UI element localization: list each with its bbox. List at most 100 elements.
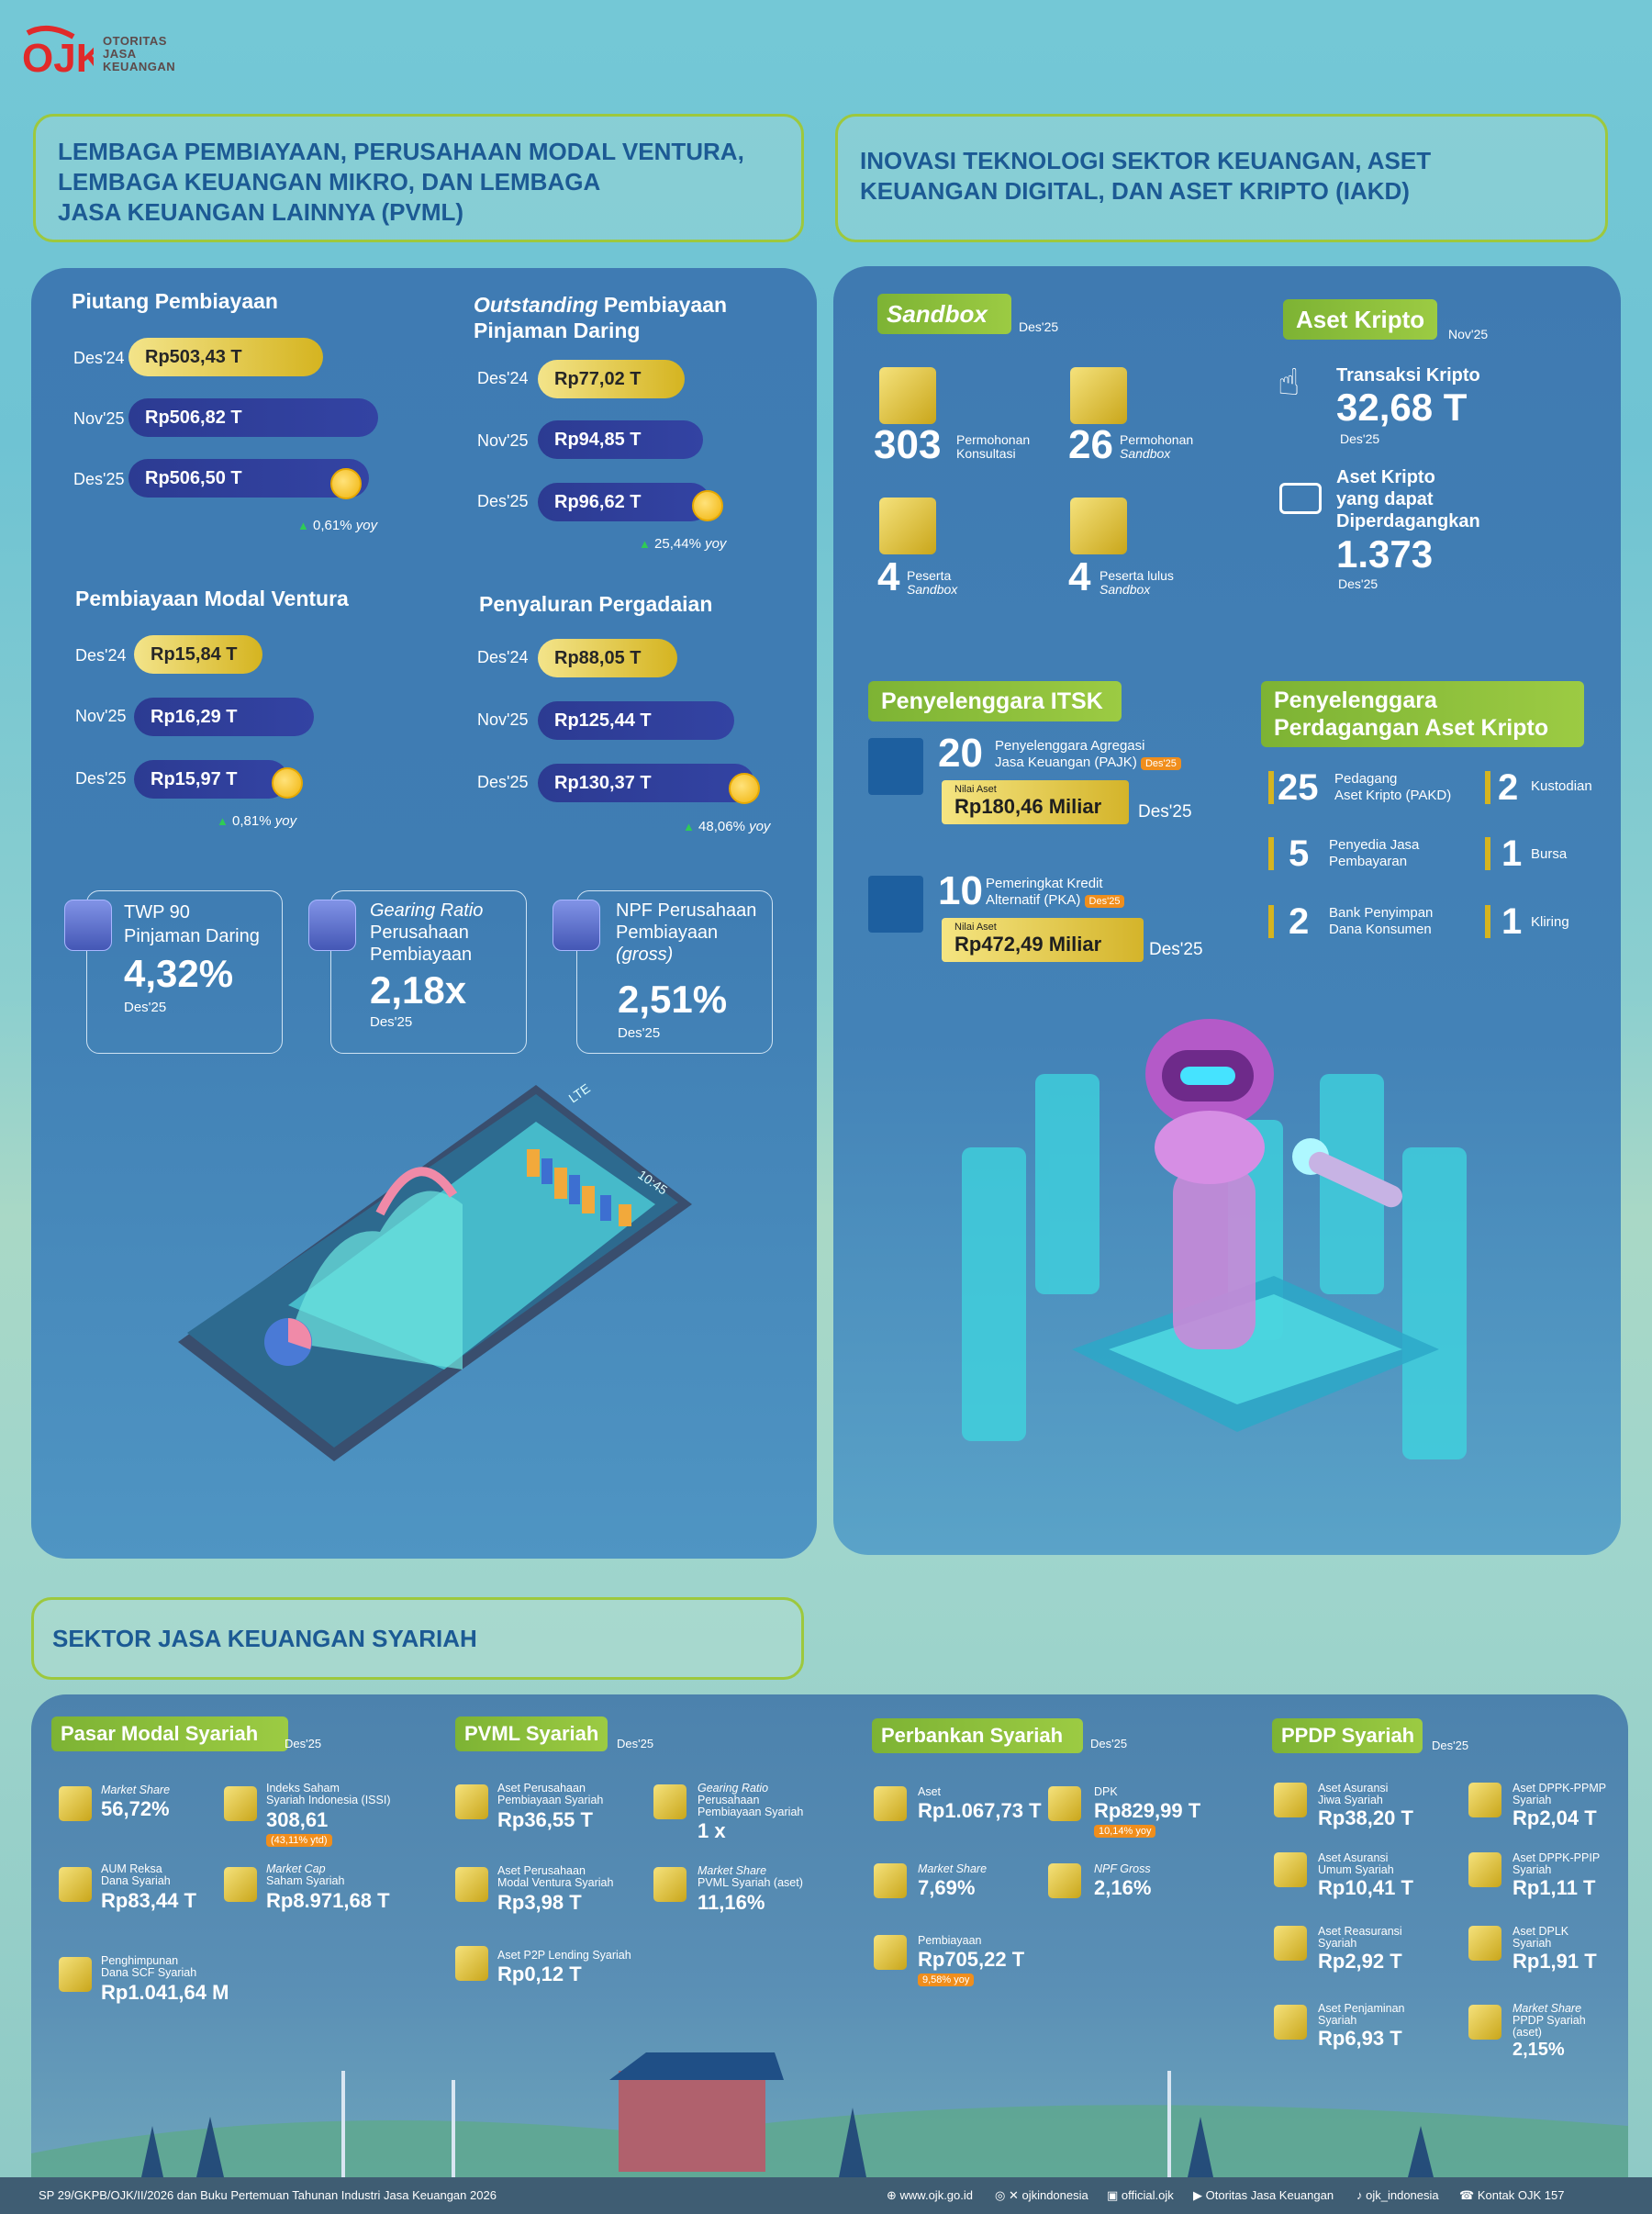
footer-link-web[interactable]: ⊕ www.ojk.go.id	[887, 2188, 973, 2202]
footer-link-tiktok[interactable]: ♪ ojk_indonesia	[1356, 2188, 1439, 2202]
ppdp-share-icon	[1468, 2005, 1501, 2040]
bank-label: Market Share	[918, 1862, 988, 1875]
ppak-label: Bank Penyimpan Dana Konsumen	[1329, 905, 1434, 937]
sandbox-label: Peserta lulus Sandbox	[1099, 568, 1174, 597]
pvml-syariah-value: 11,16%	[698, 1891, 765, 1914]
pvml-syariah-label: Aset Perusahaan Modal Ventura Syariah	[497, 1864, 614, 1889]
pvml-syariah-label: Market Share PVML Syariah (aset)	[698, 1864, 803, 1889]
pasar-value: Rp83,44 T	[101, 1889, 196, 1912]
footer-link-youtube[interactable]: ▶ Otoritas Jasa Keuangan	[1193, 2188, 1334, 2202]
pvml-syariah-value: Rp3,98 T	[497, 1891, 582, 1914]
hand-chart-icon	[224, 1867, 257, 1902]
itsk-label: Pemeringkat Kredit Alternatif (PKA) Des'2…	[986, 876, 1125, 910]
pension-icon	[1468, 1783, 1501, 1817]
gadai-pill: Rp88,05 T	[538, 639, 677, 677]
itsk-nilai: Nilai Aset Rp180,46 Miliar	[942, 780, 1129, 824]
bank-tag-badge: 9,58% yoy	[918, 1974, 975, 1986]
ppdp-value: Rp1,91 T	[1512, 1950, 1597, 1973]
ppak-bar	[1268, 771, 1274, 804]
financing-icon	[874, 1935, 907, 1970]
sandbox-num: 4	[877, 554, 900, 599]
itsk-num: 10	[938, 868, 983, 913]
pvml-syariah-value: 1 x	[698, 1819, 726, 1842]
ppdp-tag: PPDP Syariah	[1272, 1718, 1423, 1753]
pindar-pill: Rp96,62 T	[538, 483, 710, 521]
gadai-pill: Rp125,44 T	[538, 701, 734, 740]
card-icon	[1279, 483, 1322, 514]
pvml-syariah-value: Rp36,55 T	[497, 1808, 593, 1831]
coin-icon	[729, 773, 760, 804]
money-bag-icon	[59, 1867, 92, 1902]
ventura-pill: Rp15,97 T	[134, 760, 288, 799]
ppdp-value: Rp6,93 T	[1318, 2027, 1402, 2050]
ppdp-period: Des'25	[1432, 1739, 1469, 1752]
pasar-value: Rp1.041,64 M	[101, 1981, 229, 2004]
pasar-tag-badge: (43,11% ytd)	[266, 1834, 332, 1847]
ventura-yoy: ▲ 0,81% yoy	[217, 813, 297, 829]
calculator-icon	[553, 900, 600, 951]
coin-icon	[692, 490, 723, 521]
ppak-num: 1	[1501, 833, 1523, 874]
gadai-label: Des'25	[477, 773, 529, 791]
pindar-label: Des'24	[477, 369, 529, 387]
market-share-icon	[874, 1863, 907, 1898]
venture-icon	[455, 1867, 488, 1902]
pvml-header: LEMBAGA PEMBIAYAAN, PERUSAHAAN MODAL VEN…	[33, 114, 804, 242]
syariah-header: SEKTOR JASA KEUANGAN SYARIAH	[31, 1597, 804, 1680]
itsk-period: Des'25	[1149, 940, 1203, 959]
reinsurance-icon	[1274, 1926, 1307, 1961]
sandbox-num: 303	[874, 422, 942, 467]
bank-label: Pembiayaan	[918, 1934, 982, 1947]
pvml-syariah-period: Des'25	[617, 1737, 654, 1750]
footer-link-social[interactable]: ◎ ✕ ojkindonesia	[995, 2188, 1088, 2202]
bank-label: Aset	[918, 1785, 942, 1798]
coin-icon	[330, 468, 362, 499]
ppdp-value: 2,15%	[1512, 2040, 1565, 2060]
dplk-icon	[1468, 1926, 1501, 1961]
deposit-icon	[1048, 1786, 1081, 1821]
ppak-bar	[1485, 905, 1490, 938]
sandbox-tag: Sandbox	[877, 294, 1011, 334]
kpi-gearing: Gearing Ratio Perusahaan Pembiayaan 2,18…	[330, 890, 527, 1054]
kripto-aset-label: Aset Kripto yang dapat Diperdagangkan	[1336, 467, 1480, 531]
itsk-tag: Penyelenggara ITSK	[868, 681, 1122, 721]
bank-tag: Perbankan Syariah	[872, 1718, 1083, 1753]
piutang-label: Des'24	[73, 349, 125, 367]
footer-link-contact[interactable]: ☎ Kontak OJK 157	[1459, 2188, 1565, 2202]
itsk-nilai: Nilai Aset Rp472,49 Miliar	[942, 918, 1144, 962]
pindar-title: Outstanding Pembiayaan	[474, 293, 728, 317]
ppak-num: 2	[1498, 767, 1519, 808]
ppak-num: 5	[1289, 833, 1310, 874]
ppdp-label: Market Share PPDP Syariah (aset)	[1512, 2002, 1586, 2039]
fund-icon	[59, 1957, 92, 1992]
hand-coin-icon: ☝	[1278, 363, 1300, 403]
footer-link-facebook[interactable]: ▣ official.ojk	[1107, 2188, 1174, 2202]
hand-coin-icon	[868, 738, 923, 795]
ppak-label: Pedagang Aset Kripto (PAKD)	[1334, 771, 1452, 803]
bank-tag-badge: 10,14% yoy	[1094, 1825, 1156, 1838]
gadai-label: Des'24	[477, 648, 529, 666]
ppak-label: Kustodian	[1531, 778, 1592, 794]
pasar-label: Market Cap Saham Syariah	[266, 1862, 345, 1887]
gadai-pill: Rp130,37 T	[538, 764, 754, 802]
ppdp-value: Rp1,11 T	[1512, 1876, 1596, 1899]
phone-network-label: LTE	[566, 1080, 593, 1105]
pasar-label: Indeks Saham Syariah Indonesia (ISSI)	[266, 1782, 391, 1806]
pasar-label: AUM Reksa Dana Syariah	[101, 1862, 171, 1887]
pindar-pill: Rp77,02 T	[538, 360, 685, 398]
asset-icon	[874, 1786, 907, 1821]
ppdp-value: Rp38,20 T	[1318, 1806, 1413, 1829]
pindar-label: Des'25	[477, 492, 529, 510]
ventura-label: Nov'25	[75, 707, 127, 725]
ppdp-value: Rp10,41 T	[1318, 1876, 1413, 1899]
sandbox-label: Permohonan Sandbox	[1120, 432, 1194, 461]
pasar-value: Rp8.971,68 T	[266, 1889, 390, 1912]
pvml-syariah-value: Rp0,12 T	[497, 1962, 582, 1985]
ppdp-label: Aset DPPK-PPIP Syariah	[1512, 1851, 1601, 1876]
piutang-pill: Rp503,43 T	[128, 338, 323, 376]
pvml-panel: Piutang Pembiayaan Des'24 Rp503,43 T Nov…	[31, 268, 817, 1559]
person-icon	[879, 498, 936, 554]
kpi-twp90: TWP 90 Pinjaman Daring 4,32% Des'25	[86, 890, 283, 1054]
ventura-label: Des'24	[75, 646, 127, 665]
ventura-label: Des'25	[75, 769, 127, 788]
